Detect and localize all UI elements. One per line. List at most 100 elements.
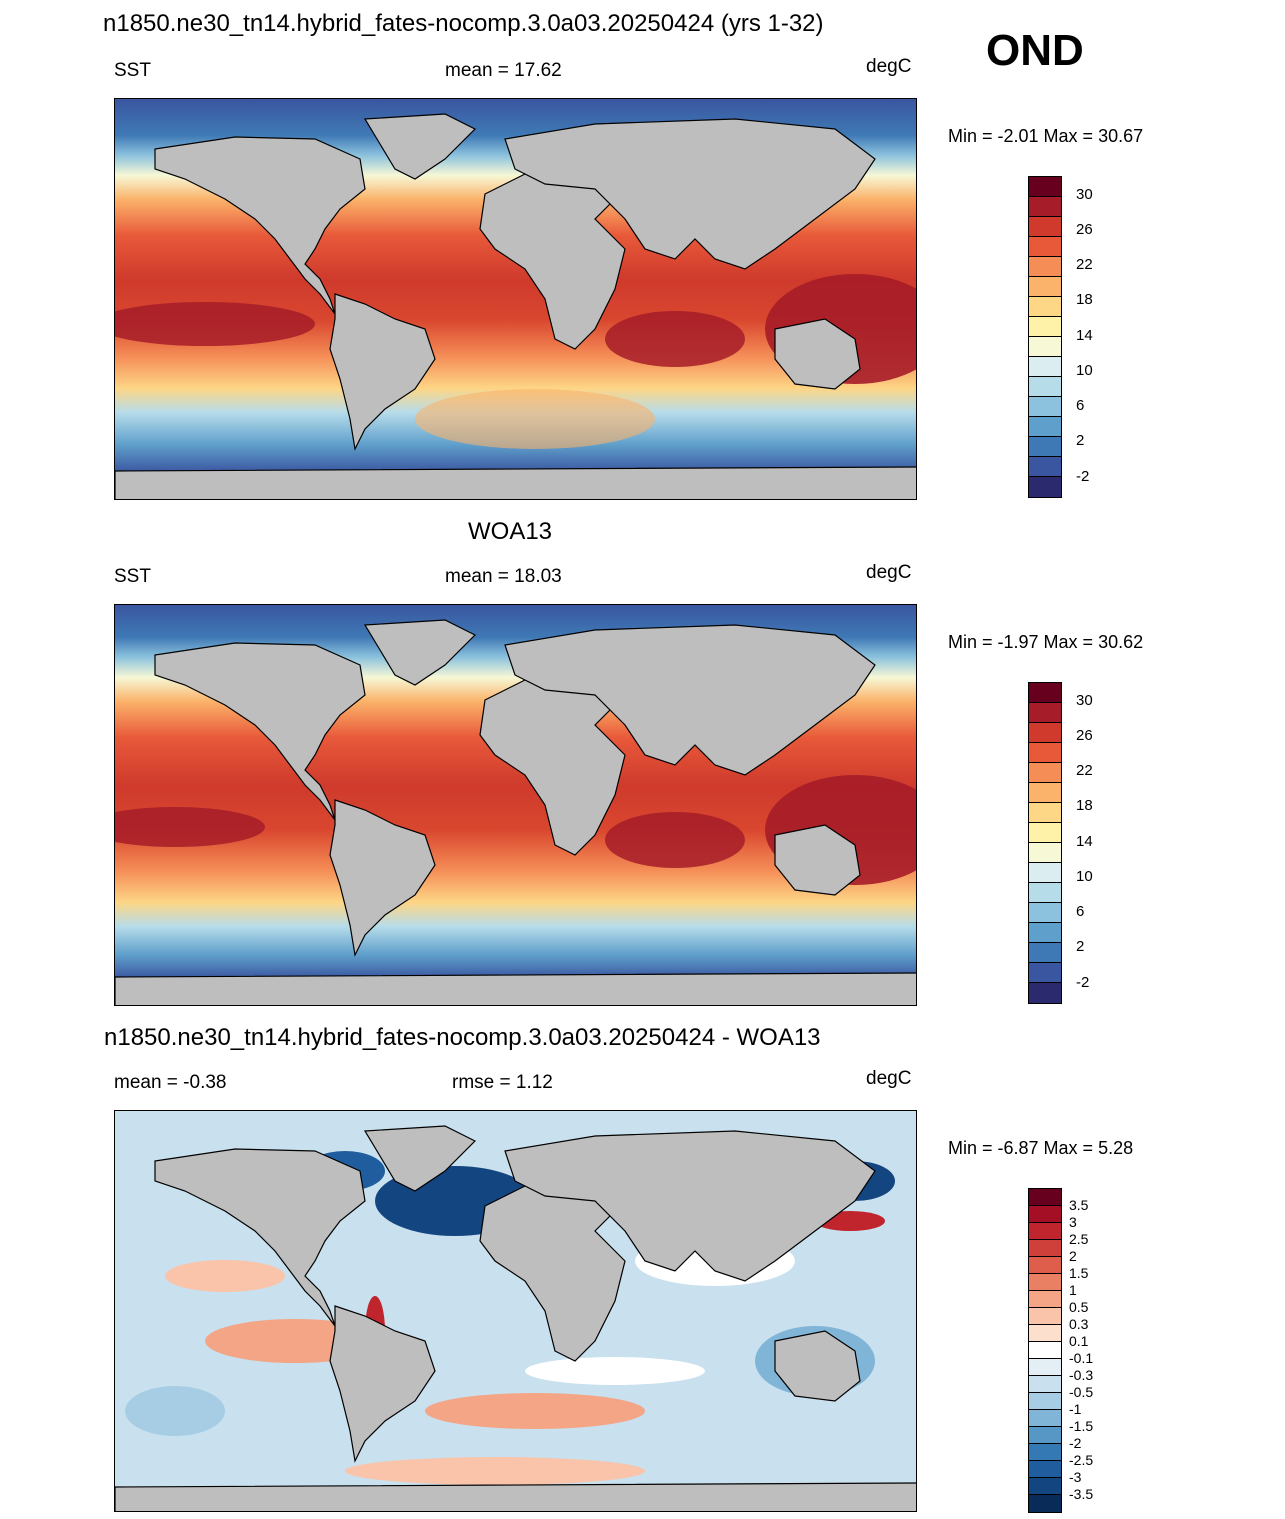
colorbar-woa13-cell <box>1029 763 1061 783</box>
colorbar-woa13-cell <box>1029 803 1061 823</box>
colorbar-difference-cell <box>1029 1342 1061 1359</box>
colorbar-difference-cell <box>1029 1308 1061 1325</box>
colorbar-difference-tick: 0.3 <box>1069 1316 1089 1332</box>
colorbar-difference <box>1028 1188 1062 1513</box>
colorbar-difference-cell <box>1029 1393 1061 1410</box>
panel2-variable: SST <box>114 566 151 587</box>
colorbar-difference-tick: -0.1 <box>1069 1350 1094 1366</box>
colorbar-model-cell <box>1029 457 1061 477</box>
colorbar-difference-cell <box>1029 1444 1061 1461</box>
colorbar-difference-cell <box>1029 1359 1061 1376</box>
colorbar-difference-tick: -1.5 <box>1069 1418 1094 1434</box>
colorbar-difference-tick: 1.5 <box>1069 1265 1089 1281</box>
colorbar-difference-cell <box>1029 1257 1061 1274</box>
colorbar-model-cell <box>1029 297 1061 317</box>
colorbar-difference-cell <box>1029 1427 1061 1444</box>
colorbar-model-cell <box>1029 277 1061 297</box>
season-label: OND <box>986 26 1084 75</box>
panel3-minmax: Min = -6.87 Max = 5.28 <box>948 1138 1134 1158</box>
colorbar-difference-cell <box>1029 1206 1061 1223</box>
colorbar-woa13-cell <box>1029 723 1061 743</box>
colorbar-model-cell <box>1029 317 1061 337</box>
land-group-2 <box>115 619 916 1005</box>
colorbar-woa13-tick: 2 <box>1076 938 1085 955</box>
colorbar-difference-cell <box>1029 1223 1061 1240</box>
colorbar-model-tick: 18 <box>1076 291 1093 308</box>
colorbar-model-cell <box>1029 437 1061 457</box>
colorbar-difference-tick: -3 <box>1069 1469 1082 1485</box>
colorbar-model-cell <box>1029 477 1061 497</box>
colorbar-woa13-cell <box>1029 843 1061 863</box>
panel2-title: WOA13 <box>468 518 553 545</box>
colorbar-woa13-cell <box>1029 783 1061 803</box>
colorbar-model-cell <box>1029 257 1061 277</box>
panel3-rmse: rmse = 1.12 <box>452 1072 553 1093</box>
colorbar-woa13-cell <box>1029 863 1061 883</box>
colorbar-model-tick: 22 <box>1076 256 1093 273</box>
colorbar-difference-cell <box>1029 1495 1061 1512</box>
colorbar-difference-cell <box>1029 1376 1061 1393</box>
colorbar-woa13-cell <box>1029 683 1061 703</box>
colorbar-model-cell <box>1029 397 1061 417</box>
colorbar-difference-tick: -0.3 <box>1069 1367 1094 1383</box>
colorbar-model-tick: 10 <box>1076 362 1093 379</box>
colorbar-difference-tick: -1 <box>1069 1401 1082 1417</box>
colorbar-difference-tick: 1 <box>1069 1282 1077 1298</box>
colorbar-difference-cell <box>1029 1240 1061 1257</box>
panel3-units: degC <box>866 1068 912 1089</box>
colorbar-model-cell <box>1029 417 1061 437</box>
panel3-title: n1850.ne30_tn14.hybrid_fates-nocomp.3.0a… <box>104 1024 821 1051</box>
land-group-3 <box>115 1125 916 1511</box>
colorbar-difference-tick: -0.5 <box>1069 1384 1094 1400</box>
panel1-units: degC <box>866 56 912 77</box>
colorbar-difference-cell <box>1029 1189 1061 1206</box>
panel1-mean: mean = 17.62 <box>445 60 562 81</box>
colorbar-woa13-tick: 6 <box>1076 903 1085 920</box>
colorbar-difference-tick: 3 <box>1069 1214 1077 1230</box>
colorbar-woa13-cell <box>1029 743 1061 763</box>
map-difference <box>114 1110 917 1512</box>
colorbar-model-cell <box>1029 237 1061 257</box>
colorbar-model-tick: -2 <box>1076 468 1090 485</box>
colorbar-difference-cell <box>1029 1291 1061 1308</box>
colorbar-woa13-cell <box>1029 983 1061 1003</box>
colorbar-model-tick: 30 <box>1076 186 1093 203</box>
panel3-mean: mean = -0.38 <box>114 1072 227 1093</box>
colorbar-woa13-cell <box>1029 963 1061 983</box>
colorbar-difference-tick: 2.5 <box>1069 1231 1089 1247</box>
colorbar-difference-tick: -2.5 <box>1069 1452 1094 1468</box>
map-model-sst <box>114 98 917 500</box>
panel2-mean: mean = 18.03 <box>445 566 562 587</box>
colorbar-model-tick: 6 <box>1076 397 1085 414</box>
colorbar-woa13-cell <box>1029 923 1061 943</box>
main-title: n1850.ne30_tn14.hybrid_fates-nocomp.3.0a… <box>103 10 824 37</box>
colorbar-woa13-tick: -2 <box>1076 974 1090 991</box>
colorbar-difference-tick: 0.1 <box>1069 1333 1089 1349</box>
map-woa13-sst <box>114 604 917 1006</box>
colorbar-woa13-cell <box>1029 883 1061 903</box>
colorbar-woa13-tick: 18 <box>1076 797 1093 814</box>
colorbar-model-cell <box>1029 177 1061 197</box>
colorbar-woa13-cell <box>1029 903 1061 923</box>
colorbar-woa13-tick: 26 <box>1076 727 1093 744</box>
colorbar-woa13-cell <box>1029 703 1061 723</box>
colorbar-difference-cell <box>1029 1410 1061 1427</box>
colorbar-model-tick: 26 <box>1076 221 1093 238</box>
colorbar-model-cell <box>1029 357 1061 377</box>
colorbar-woa13-tick: 10 <box>1076 868 1093 885</box>
colorbar-difference-cell <box>1029 1461 1061 1478</box>
colorbar-difference-cell <box>1029 1478 1061 1495</box>
colorbar-model-cell <box>1029 197 1061 217</box>
colorbar-model-cell <box>1029 337 1061 357</box>
colorbar-woa13 <box>1028 682 1062 1004</box>
colorbar-model-tick: 14 <box>1076 327 1093 344</box>
colorbar-woa13-cell <box>1029 943 1061 963</box>
colorbar-woa13-tick: 14 <box>1076 833 1093 850</box>
colorbar-woa13-cell <box>1029 823 1061 843</box>
colorbar-difference-tick: 3.5 <box>1069 1197 1089 1213</box>
panel2-minmax: Min = -1.97 Max = 30.62 <box>948 632 1144 652</box>
panel1-minmax: Min = -2.01 Max = 30.67 <box>948 126 1144 146</box>
colorbar-difference-cell <box>1029 1274 1061 1291</box>
colorbar-difference-cell <box>1029 1325 1061 1342</box>
colorbar-difference-tick: -2 <box>1069 1435 1082 1451</box>
